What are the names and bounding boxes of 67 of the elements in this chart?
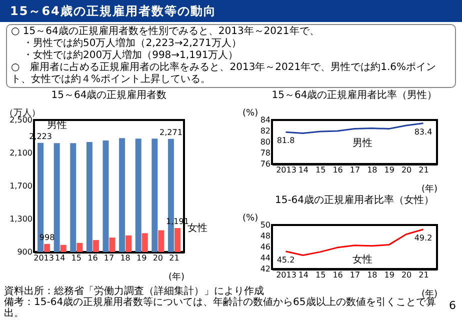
x-axis-title: (年)	[168, 272, 184, 282]
x-tick-label: 17	[104, 254, 114, 262]
data-label: 45.2	[276, 255, 295, 264]
series-label: 女性	[352, 253, 372, 266]
y-tick-label: 78	[260, 148, 270, 158]
text: 資料出所：総務省「労働力調査（詳細集計）」により作成	[4, 286, 264, 297]
y-axis-title: (%)	[242, 108, 258, 118]
x-tick-label: 20	[152, 254, 164, 262]
y-tick-label: 44	[260, 254, 270, 262]
x-tick-label: 15	[71, 254, 82, 262]
text: 15～64歳の正規雇用者数等の動向	[0, 0, 462, 22]
x-tick-label: 19	[136, 254, 147, 262]
x-tick-label: 20	[401, 270, 412, 280]
y-tick-label: 1,300	[10, 214, 32, 224]
y-tick-label: 82	[260, 126, 270, 136]
data-label: 83.4	[414, 127, 432, 136]
x-tick-label: 21	[169, 254, 180, 262]
y-tick-label: 80	[260, 138, 270, 146]
x-tick-label: 14	[298, 270, 309, 280]
x-tick-label: 17	[350, 166, 360, 174]
data-label: 2,271	[160, 128, 182, 137]
y-tick-label: 900	[17, 248, 32, 256]
x-tick-label: 16	[332, 166, 343, 174]
x-tick-label: 15	[316, 166, 326, 174]
data-label: 81.8	[276, 136, 295, 146]
y-tick-label: 48	[260, 232, 270, 240]
x-tick-label: 2013	[34, 254, 54, 262]
x-tick-label: 14	[298, 166, 309, 174]
series-label: 女性	[187, 222, 208, 234]
data-label: 49.2	[414, 233, 432, 242]
series-label: 男性	[352, 136, 372, 149]
y-tick-label: 2,100	[10, 148, 32, 158]
x-tick-label: 17	[350, 270, 360, 280]
chart-title: 15～64歳の正規雇用者数	[51, 89, 167, 101]
text: 備考：15-64歳の正規雇用者数等については、年齢計の数値から65歳以上の数値を引くことで算出。	[4, 297, 436, 319]
x-tick-label: 18	[367, 270, 378, 280]
x-tick-label: 21	[418, 166, 429, 174]
chart-title: 15～64歳の正規雇用者比率（男性）	[272, 89, 438, 101]
text: ・男性では約50万人増加（2,223→2,271万人）	[22, 38, 242, 50]
x-tick-label: 15	[316, 270, 326, 280]
x-tick-label: 2013	[276, 270, 296, 280]
y-tick-label: 46	[260, 242, 270, 252]
y-tick-label: 42	[260, 264, 270, 274]
x-tick-label: 18	[120, 254, 130, 262]
y-tick-label: 1,700	[10, 182, 32, 190]
x-axis-title: (年)	[421, 184, 438, 194]
x-tick-label: 19	[384, 270, 394, 280]
y-axis-title: （万人）	[4, 108, 40, 118]
x-tick-label: 21	[418, 270, 429, 280]
x-tick-label: 14	[54, 254, 66, 262]
text: ○ 15～64歳の正規雇用者数を性別でみると、2013年～2021年で、	[11, 26, 320, 38]
x-tick-label: 18	[367, 166, 378, 174]
y-tick-label: 84	[260, 116, 270, 124]
y-tick-label: 2,500	[10, 116, 32, 124]
x-tick-label: 16	[332, 270, 343, 280]
x-tick-label: 20	[401, 166, 412, 174]
x-tick-label: 16	[88, 254, 98, 262]
x-tick-label: 2013	[276, 166, 296, 174]
x-axis-title: (年)	[421, 288, 438, 300]
text: ○ 雇用者に占める正規雇用者の比率をみると、2013年～2021年で、男性では約1.6%ポイント、女性では約４%ポイント上昇している。	[11, 62, 438, 86]
y-tick-label: 76	[260, 160, 270, 168]
text: 6	[449, 299, 456, 312]
y-axis-title: (%)	[242, 214, 258, 224]
text: ・女性では約200万人増加（998→1,191万人）	[22, 50, 240, 62]
chart-title: 15-64歳の正規雇用者比率（女性）	[274, 194, 434, 206]
y-tick-label: 50	[260, 220, 270, 230]
x-tick-label: 19	[384, 166, 394, 174]
